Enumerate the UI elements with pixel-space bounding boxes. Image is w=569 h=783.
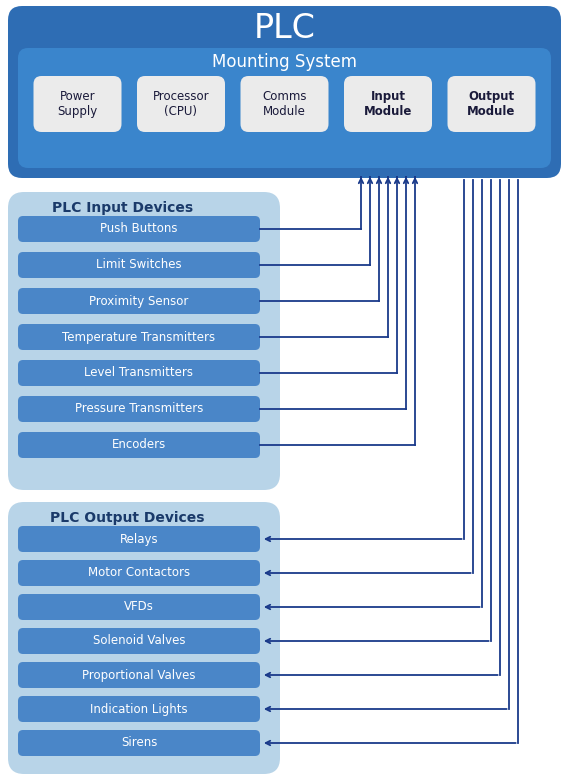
FancyBboxPatch shape bbox=[34, 76, 122, 132]
Text: Encoders: Encoders bbox=[112, 438, 166, 452]
FancyBboxPatch shape bbox=[18, 662, 260, 688]
FancyBboxPatch shape bbox=[18, 360, 260, 386]
FancyBboxPatch shape bbox=[18, 526, 260, 552]
FancyBboxPatch shape bbox=[241, 76, 328, 132]
FancyBboxPatch shape bbox=[137, 76, 225, 132]
Text: PLC: PLC bbox=[254, 12, 315, 45]
Text: Pressure Transmitters: Pressure Transmitters bbox=[75, 402, 203, 416]
FancyBboxPatch shape bbox=[447, 76, 535, 132]
Text: Comms
Module: Comms Module bbox=[262, 90, 307, 118]
FancyBboxPatch shape bbox=[18, 696, 260, 722]
FancyBboxPatch shape bbox=[18, 628, 260, 654]
FancyBboxPatch shape bbox=[18, 252, 260, 278]
FancyBboxPatch shape bbox=[8, 192, 280, 490]
Text: Power
Supply: Power Supply bbox=[57, 90, 98, 118]
FancyBboxPatch shape bbox=[18, 48, 551, 168]
FancyBboxPatch shape bbox=[18, 432, 260, 458]
Text: Indication Lights: Indication Lights bbox=[90, 702, 188, 716]
Text: Relays: Relays bbox=[119, 532, 158, 546]
FancyBboxPatch shape bbox=[18, 560, 260, 586]
Text: Proportional Valves: Proportional Valves bbox=[83, 669, 196, 681]
FancyBboxPatch shape bbox=[18, 324, 260, 350]
Text: Processor
(CPU): Processor (CPU) bbox=[152, 90, 209, 118]
Text: Limit Switches: Limit Switches bbox=[96, 258, 182, 272]
Text: Output
Module: Output Module bbox=[467, 90, 516, 118]
FancyBboxPatch shape bbox=[18, 396, 260, 422]
Text: Solenoid Valves: Solenoid Valves bbox=[93, 634, 185, 648]
FancyBboxPatch shape bbox=[18, 216, 260, 242]
Text: Temperature Transmitters: Temperature Transmitters bbox=[63, 330, 216, 344]
Text: Motor Contactors: Motor Contactors bbox=[88, 566, 190, 579]
Text: PLC Output Devices: PLC Output Devices bbox=[51, 511, 205, 525]
FancyBboxPatch shape bbox=[18, 730, 260, 756]
Text: Push Buttons: Push Buttons bbox=[100, 222, 178, 236]
Text: Proximity Sensor: Proximity Sensor bbox=[89, 294, 189, 308]
Text: Level Transmitters: Level Transmitters bbox=[85, 366, 193, 380]
Text: PLC Input Devices: PLC Input Devices bbox=[52, 201, 193, 215]
FancyBboxPatch shape bbox=[8, 502, 280, 774]
FancyBboxPatch shape bbox=[18, 594, 260, 620]
FancyBboxPatch shape bbox=[18, 288, 260, 314]
FancyBboxPatch shape bbox=[8, 6, 561, 178]
Text: Mounting System: Mounting System bbox=[212, 53, 357, 71]
Text: Sirens: Sirens bbox=[121, 737, 157, 749]
Text: Input
Module: Input Module bbox=[364, 90, 412, 118]
FancyBboxPatch shape bbox=[344, 76, 432, 132]
Text: VFDs: VFDs bbox=[124, 601, 154, 614]
